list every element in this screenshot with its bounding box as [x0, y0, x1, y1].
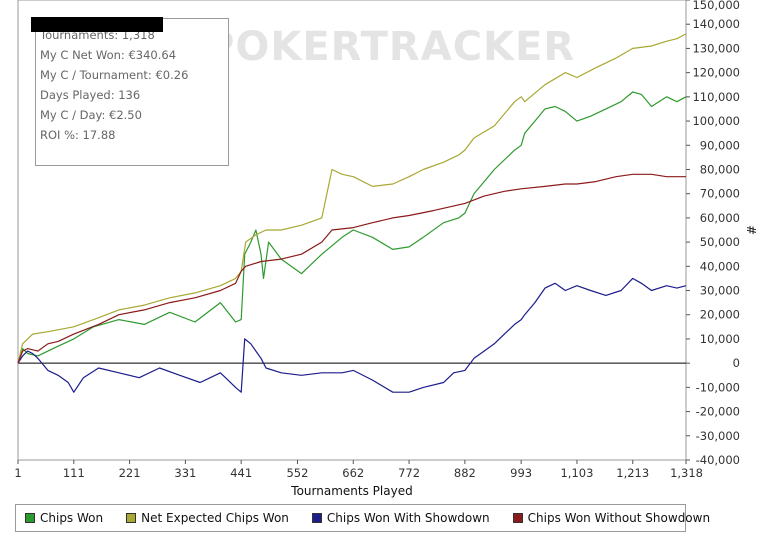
plot-area-frame: [17, 0, 687, 461]
y-tick-label: 40,000: [700, 259, 740, 273]
legend-label: Chips Won With Showdown: [326, 511, 490, 525]
y-tick-label: 140,000: [692, 17, 740, 31]
y-tick-label: 0: [733, 356, 740, 370]
series-line-chips-won: [17, 91, 687, 364]
stats-tooltip: Tournaments: 1,318 My C Net Won: €340.64…: [31, 17, 229, 166]
series-line-chips-won-with-showdown: [17, 277, 687, 393]
legend-item-chips-won-without-showdown[interactable]: Chips Won Without Showdown: [512, 511, 711, 525]
series-line-chips-won-without-showdown: [17, 173, 686, 364]
legend-item-chips-won[interactable]: Chips Won: [25, 511, 103, 525]
x-tick-label: 993: [510, 466, 532, 480]
legend-label: Chips Won: [40, 511, 104, 525]
series-line-net-expected-chips-won: [17, 33, 687, 364]
x-tick-label: 772: [398, 466, 420, 480]
y-tick-label: -40,000: [696, 453, 740, 467]
legend-item-net-expected-chips-won[interactable]: Net Expected Chips Won: [126, 511, 289, 525]
y-tick-label: 60,000: [700, 211, 740, 225]
x-tick-label: 552: [286, 466, 308, 480]
y-tick-label: -20,000: [696, 405, 740, 419]
redacted-bar: [31, 17, 163, 32]
x-axis-title: Tournaments Played: [290, 484, 412, 498]
x-tick-label: 1,213: [616, 466, 649, 480]
series-lines: [17, 33, 687, 393]
y-tick-label: -10,000: [696, 380, 740, 394]
y-tick-label: 70,000: [700, 187, 740, 201]
x-tick-label: 111: [63, 466, 85, 480]
legend-swatch: [311, 513, 322, 523]
legend-item-chips-won-with-showdown[interactable]: Chips Won With Showdown: [311, 511, 490, 525]
stat-per-day: My C / Day: €2.50: [40, 108, 142, 122]
y-axis: -40,000 -30,000 -20,000 -10,000 0 10,000 20,00…: [686, 0, 740, 467]
y-tick-label: 110,000: [692, 90, 740, 104]
x-tick-label: 221: [119, 466, 141, 480]
x-axis: 1 111 221 331 441 552 662 772 882 993 1,103 1,213 1,…: [14, 460, 703, 480]
x-tick-label: 882: [454, 466, 476, 480]
legend-label: Chips Won Without Showdown: [527, 511, 711, 525]
stat-per-tournament: My C / Tournament: €0.26: [40, 68, 189, 82]
x-tick-label: 441: [230, 466, 252, 480]
y-tick-label: 120,000: [692, 66, 740, 80]
x-tick-label: 1,103: [560, 466, 593, 480]
y-tick-label: 100,000: [692, 114, 740, 128]
legend-swatch: [126, 513, 137, 523]
stat-roi: ROI %: 17.88: [40, 128, 116, 142]
legend-label: Net Expected Chips Won: [141, 511, 289, 525]
y-tick-label: 90,000: [700, 138, 740, 152]
y-tick-label: 30,000: [700, 284, 740, 298]
y-tick-label: 150,000: [692, 0, 740, 12]
legend-swatch: [25, 513, 35, 523]
y-tick-label: 10,000: [700, 332, 740, 346]
x-tick-label: 1,318: [670, 466, 703, 480]
y-tick-label: 130,000: [692, 41, 740, 55]
chart-legend: Chips Won Net Expected Chips Won Chips Won…: [15, 504, 710, 532]
y-tick-label: 50,000: [700, 235, 740, 249]
y-tick-label: -30,000: [696, 429, 740, 443]
x-tick-label: 1: [14, 466, 21, 480]
watermark-logo: POKERTRACKER: [205, 24, 575, 70]
y-tick-label: 20,000: [700, 308, 740, 322]
y-tick-label: 80,000: [700, 162, 740, 176]
stat-days-played: Days Played: 136: [40, 88, 141, 102]
x-tick-label: 331: [174, 466, 196, 480]
y-axis-title: #: [745, 225, 759, 235]
legend-swatch: [512, 513, 523, 523]
stat-net-won: My C Net Won: €340.64: [40, 48, 177, 62]
x-tick-label: 662: [342, 466, 364, 480]
